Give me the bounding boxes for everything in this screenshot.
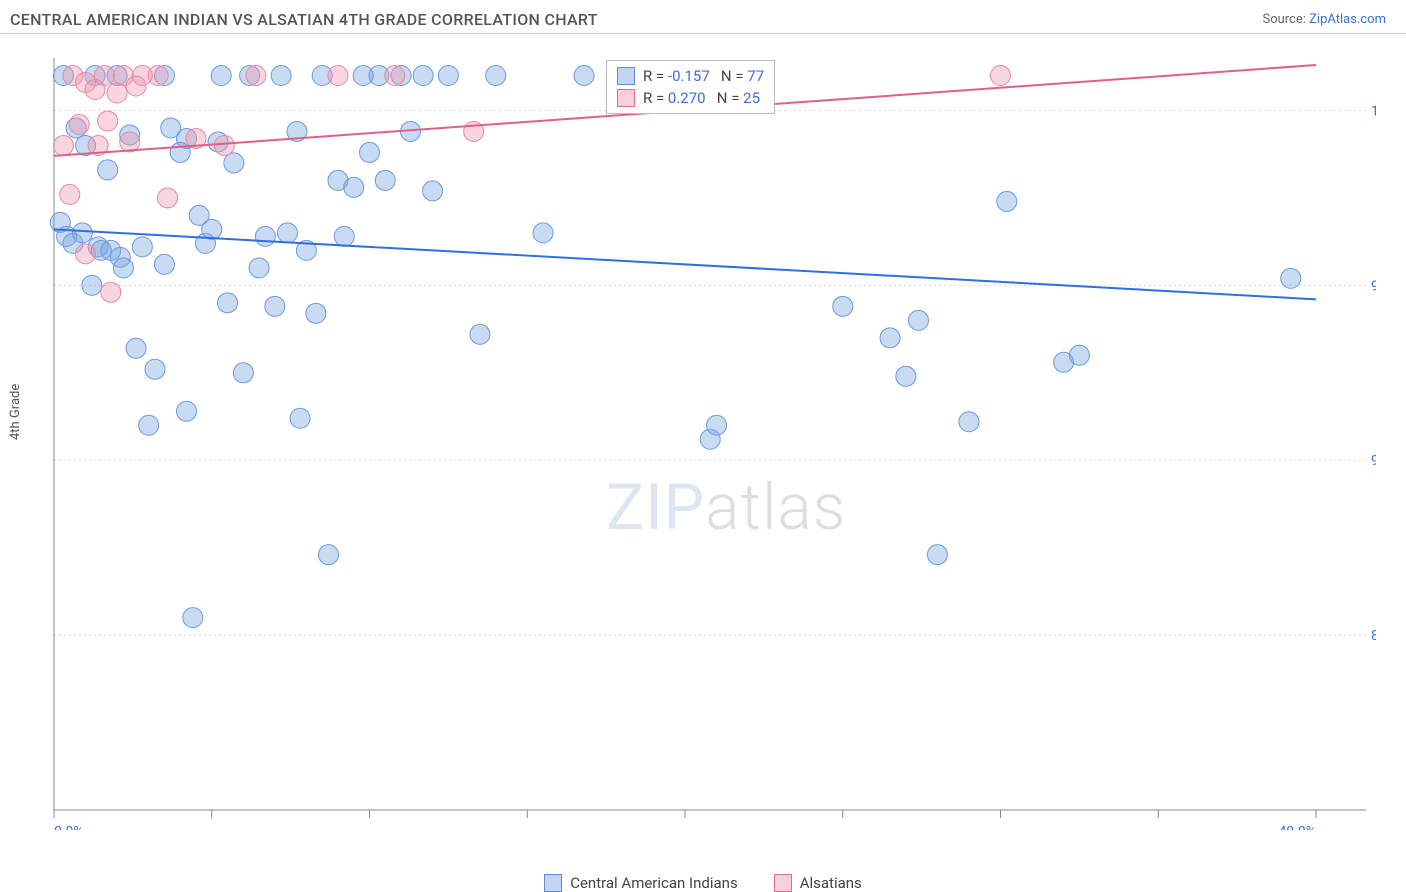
- data-point: [101, 282, 121, 302]
- chart-header: CENTRAL AMERICAN INDIAN VS ALSATIAN 4TH …: [0, 0, 1406, 34]
- data-point: [113, 258, 133, 278]
- data-point: [94, 65, 114, 85]
- data-point: [486, 65, 506, 85]
- correlation-stats-box: R = -0.157 N = 77R = 0.270 N = 25: [606, 60, 775, 114]
- data-point: [1281, 268, 1301, 288]
- data-point: [183, 608, 203, 628]
- data-point: [344, 177, 364, 197]
- legend-label: Alsatians: [800, 874, 862, 892]
- data-point: [202, 219, 222, 239]
- data-point: [438, 65, 458, 85]
- y-axis-label: 4th Grade: [8, 384, 23, 440]
- data-point: [218, 293, 238, 313]
- data-point: [148, 65, 168, 85]
- data-point: [76, 244, 96, 264]
- source-attribution: Source: ZipAtlas.com: [1262, 12, 1386, 27]
- data-point: [53, 135, 73, 155]
- data-point: [107, 83, 127, 103]
- data-point: [277, 223, 297, 243]
- source-link[interactable]: ZipAtlas.com: [1309, 12, 1386, 27]
- legend-item: Alsatians: [774, 874, 862, 892]
- data-point: [896, 366, 916, 386]
- data-point: [423, 181, 443, 201]
- data-point: [82, 275, 102, 295]
- data-point: [126, 338, 146, 358]
- x-tick-label: 0.0%: [54, 824, 84, 830]
- data-point: [707, 415, 727, 435]
- data-point: [72, 223, 92, 243]
- data-point: [98, 160, 118, 180]
- data-point: [574, 65, 594, 85]
- data-point: [214, 135, 234, 155]
- chart-title: CENTRAL AMERICAN INDIAN VS ALSATIAN 4TH …: [10, 10, 598, 29]
- y-tick-label: 100.0%: [1371, 103, 1376, 119]
- legend: Central American Indians Alsatians: [0, 868, 1406, 892]
- stats-row: R = -0.157 N = 77: [617, 65, 764, 87]
- data-point: [470, 324, 490, 344]
- data-point: [139, 415, 159, 435]
- data-point: [98, 111, 118, 131]
- trend-line: [54, 229, 1316, 299]
- data-point: [306, 303, 326, 323]
- data-point: [334, 226, 354, 246]
- data-point: [69, 114, 89, 134]
- data-point: [255, 226, 275, 246]
- data-point: [132, 237, 152, 257]
- y-tick-label: 85.0%: [1371, 628, 1376, 644]
- data-point: [413, 65, 433, 85]
- data-point: [249, 258, 269, 278]
- data-point: [233, 363, 253, 383]
- data-point: [145, 359, 165, 379]
- legend-label: Central American Indians: [570, 874, 738, 892]
- legend-swatch: [774, 874, 792, 892]
- data-point: [60, 184, 80, 204]
- data-point: [360, 142, 380, 162]
- data-point: [120, 132, 140, 152]
- scatter-plot-svg: 85.0% 90.0% 95.0% 100.0% 0.0% 40.0%: [46, 50, 1376, 830]
- data-point: [177, 401, 197, 421]
- y-tick-label: 90.0%: [1371, 453, 1376, 469]
- data-point: [991, 65, 1011, 85]
- data-point: [211, 65, 231, 85]
- data-point: [880, 328, 900, 348]
- data-point: [265, 296, 285, 316]
- data-point: [927, 545, 947, 565]
- data-point: [246, 65, 266, 85]
- data-point: [1069, 345, 1089, 365]
- legend-item: Central American Indians: [544, 874, 738, 892]
- data-point: [154, 254, 174, 274]
- legend-swatch: [544, 874, 562, 892]
- data-point: [908, 310, 928, 330]
- data-point: [375, 170, 395, 190]
- data-point: [271, 65, 291, 85]
- data-point: [997, 191, 1017, 211]
- data-point: [533, 223, 553, 243]
- y-tick-label: 95.0%: [1371, 278, 1376, 294]
- data-point: [158, 188, 178, 208]
- stats-row: R = 0.270 N = 25: [617, 87, 764, 109]
- data-point: [833, 296, 853, 316]
- data-point: [290, 408, 310, 428]
- data-point: [959, 412, 979, 432]
- data-point: [224, 153, 244, 173]
- plot-area: 85.0%90.0%95.0%100.0%0.0%40.0% ZIPatlas …: [46, 50, 1376, 830]
- data-point: [328, 65, 348, 85]
- x-tick-label: 40.0%: [1278, 824, 1316, 830]
- data-point: [385, 65, 405, 85]
- data-point: [318, 545, 338, 565]
